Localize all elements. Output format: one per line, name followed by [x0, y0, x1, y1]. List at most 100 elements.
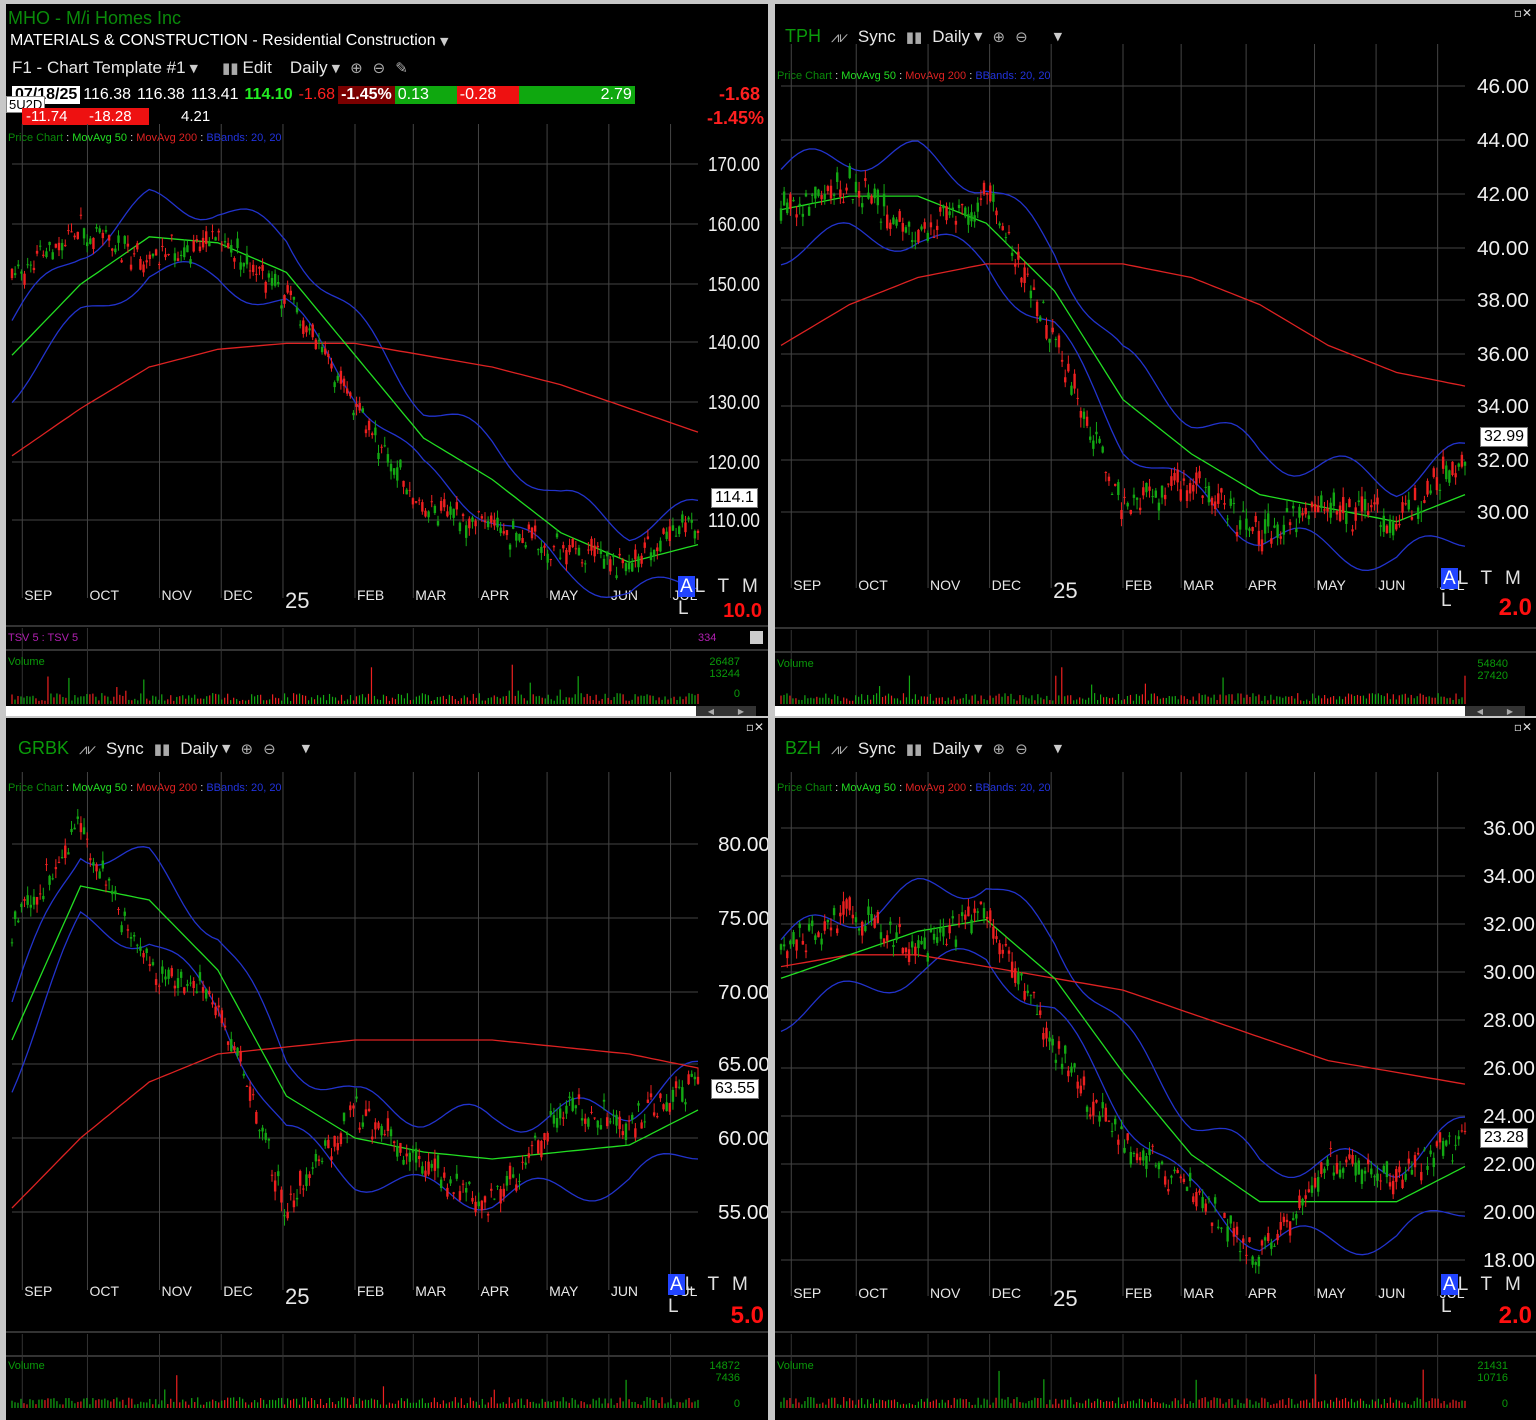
window-buttons[interactable]: ▫✕: [1513, 6, 1532, 20]
period-dropdown[interactable]: Daily ▼: [290, 58, 340, 78]
volume-mid: 7436: [715, 1372, 740, 1384]
bbands-upper: [11, 188, 699, 542]
scroll-buttons[interactable]: ◀ ▶: [1465, 706, 1525, 716]
zoom-in-icon[interactable]: ⊕: [350, 59, 363, 77]
candle-body: [1060, 1063, 1064, 1069]
candle-body: [839, 189, 842, 197]
window-buttons[interactable]: ▫✕: [745, 720, 764, 734]
chevron-down-icon[interactable]: ▼: [1053, 30, 1063, 43]
candle-body: [1288, 1221, 1292, 1236]
candle-body: [29, 904, 32, 908]
candle-body: [136, 944, 139, 946]
bar-chart-icon[interactable]: ▮▮: [153, 739, 171, 758]
period-dropdown[interactable]: Daily ▼: [180, 739, 230, 759]
chevron-down-icon[interactable]: ▼: [301, 742, 311, 755]
candle-body: [665, 1102, 668, 1112]
candle-body: [811, 920, 814, 927]
candle-body: [829, 185, 833, 199]
zoom-out-icon[interactable]: ⊖: [263, 739, 276, 758]
panel-toggle-icon[interactable]: [750, 631, 763, 644]
horizontal-scrollbar[interactable]: [6, 706, 696, 716]
bar-chart-icon[interactable]: ▮▮: [905, 27, 923, 46]
ticker-symbol[interactable]: GRBK: [18, 738, 70, 758]
zoom-out-icon[interactable]: ⊖: [372, 59, 386, 77]
candle-body: [1157, 502, 1161, 511]
candle-body: [1210, 1222, 1214, 1226]
candle-body: [1160, 1161, 1164, 1164]
zoom-in-icon[interactable]: ⊕: [992, 739, 1006, 758]
candle-body: [515, 1184, 518, 1191]
scroll-buttons[interactable]: ◀ ▶: [696, 706, 756, 716]
chevron-down-icon[interactable]: ▼: [1053, 742, 1063, 755]
candle-body: [605, 1117, 609, 1127]
zoom-out-icon[interactable]: ⊖: [1015, 27, 1028, 46]
bar-chart-icon[interactable]: ▮▮: [905, 739, 923, 758]
candle-body: [1457, 1136, 1460, 1140]
sync-button[interactable]: Sync: [857, 738, 896, 758]
candle-body: [593, 1117, 596, 1119]
candle-body: [1213, 501, 1217, 509]
zoom-out-icon[interactable]: ⊖: [1015, 739, 1028, 758]
candle-body: [327, 353, 330, 358]
period-dropdown[interactable]: Daily ▼: [932, 27, 982, 47]
scroll-right-icon[interactable]: ▶: [1506, 706, 1514, 716]
candle-body: [1145, 482, 1148, 493]
candle-body: [261, 1127, 264, 1132]
edit-button[interactable]: ▮▮ Edit: [222, 58, 272, 78]
candle-body: [910, 240, 914, 242]
ticker-symbol[interactable]: TPH: [785, 26, 821, 46]
price-chart-svg[interactable]: 170.00 160.00 150.00 140.00 130.00 120.00 110.…: [6, 4, 768, 716]
altml-a[interactable]: A: [1441, 1274, 1458, 1295]
pencil-icon[interactable]: ✎: [395, 59, 408, 77]
candle-body: [861, 203, 864, 208]
candle-body: [1391, 522, 1395, 536]
template-dropdown[interactable]: F1 - Chart Template #1 ▼: [12, 58, 198, 78]
candle-body: [1301, 513, 1304, 516]
sync-button[interactable]: Sync: [857, 26, 896, 46]
candle-body: [277, 1171, 280, 1177]
candle-body: [1373, 1176, 1376, 1178]
chevron-down-icon: ▼: [440, 35, 449, 48]
y-tick-label: 38.00: [1477, 290, 1529, 312]
candle-body: [876, 189, 880, 206]
candle-body: [1064, 1045, 1067, 1054]
window-buttons[interactable]: ▫✕: [1513, 720, 1532, 734]
horizontal-scrollbar[interactable]: [775, 706, 1465, 716]
price-chart-svg[interactable]: 36.00 34.00 32.00 30.00 28.00 26.00 24.00 22.00…: [775, 718, 1536, 1420]
scroll-left-icon[interactable]: ◀: [1476, 706, 1484, 716]
candle-body: [79, 214, 83, 216]
candle-body: [26, 264, 29, 266]
zoom-in-icon[interactable]: ⊕: [992, 27, 1006, 46]
sync-button[interactable]: Sync: [105, 738, 144, 758]
price-chart-svg[interactable]: 80.00 75.00 70.00 65.00 60.00 55.00 SEP OCT NOV D…: [6, 718, 768, 1420]
volume-max: 14872: [709, 1360, 740, 1372]
period-label: Daily: [180, 738, 219, 758]
sector-label[interactable]: MATERIALS & CONSTRUCTION - Residential C…: [10, 32, 449, 49]
candle-body: [443, 499, 446, 508]
ticker-symbol[interactable]: BZH: [785, 738, 821, 758]
x-tick-label: SEP: [24, 1283, 52, 1299]
price-chart-svg[interactable]: 46.00 44.00 42.00 40.00 38.00 36.00 34.00 32.00…: [775, 4, 1536, 716]
scroll-left-icon[interactable]: ◀: [707, 706, 715, 716]
candle-body: [1279, 1221, 1282, 1230]
candle-body: [1051, 327, 1054, 333]
candle-body: [1170, 476, 1173, 486]
candle-body: [935, 937, 939, 943]
altml-a[interactable]: A: [1441, 568, 1458, 589]
zoom-in-icon[interactable]: ⊕: [240, 739, 254, 758]
candle-body: [367, 1108, 371, 1112]
candle-body: [386, 454, 390, 463]
candle-body: [1064, 377, 1067, 383]
altml-a[interactable]: A: [678, 576, 695, 597]
scroll-right-icon[interactable]: ▶: [737, 706, 745, 716]
legend-price-chart: Price Chart: [777, 782, 833, 794]
altml-a[interactable]: A: [668, 1274, 685, 1295]
candle-body: [795, 214, 798, 218]
candle-body: [873, 188, 876, 199]
candle-body: [405, 1153, 408, 1157]
period-dropdown[interactable]: Daily ▼: [932, 739, 982, 759]
